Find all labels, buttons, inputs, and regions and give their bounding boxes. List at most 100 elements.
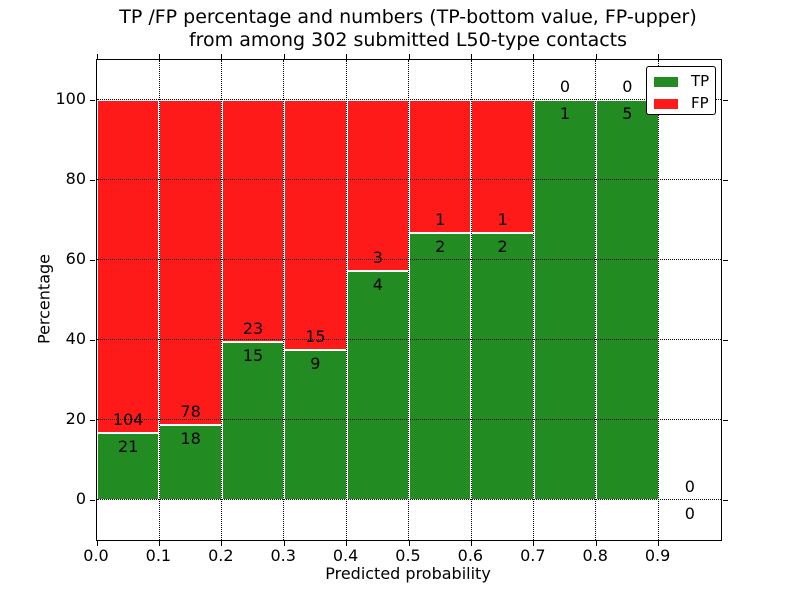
x-tick-label: 0.0 — [83, 546, 109, 565]
tp-bar — [596, 100, 659, 500]
legend-item-fp: FP — [647, 94, 715, 112]
tp-color-swatch — [654, 77, 678, 87]
tick-mark — [658, 541, 660, 546]
tp-count-label: 2 — [497, 237, 508, 257]
tp-bar — [97, 432, 160, 500]
tp-count-label: 2 — [435, 237, 446, 257]
tick-mark — [346, 541, 348, 546]
chart-title: TP /FP percentage and numbers (TP-bottom… — [96, 6, 720, 52]
fp-bar — [409, 100, 472, 234]
y-tick-label: 100 — [55, 89, 86, 108]
plot-area: 104 21 78 18 23 15 15 9 3 4 1 2 1 2 0 1 0 5 0 0 — [90, 53, 728, 546]
fp-count-label: 3 — [372, 248, 383, 268]
fp-count-label: 1 — [435, 210, 446, 230]
tp-count-label: 4 — [372, 275, 383, 295]
tick-mark — [533, 541, 535, 546]
fp-bar — [284, 100, 347, 350]
x-tick-label: 0.9 — [644, 546, 671, 565]
fp-bar — [346, 100, 409, 272]
gridline-vertical — [408, 60, 410, 540]
tp-count-label: 15 — [242, 346, 264, 366]
tick-mark — [595, 53, 597, 59]
fp-count-label: 0 — [684, 477, 695, 496]
chart-title-line1: TP /FP percentage and numbers (TP-bottom… — [119, 6, 697, 28]
x-tick-label: 0.8 — [582, 546, 608, 565]
tp-count-label: 18 — [180, 429, 201, 448]
fp-bar — [97, 100, 160, 433]
fp-bar — [159, 100, 222, 425]
tick-mark — [221, 53, 223, 59]
tp-bar — [159, 425, 222, 500]
gridline-vertical — [221, 60, 223, 540]
tick-mark — [722, 499, 728, 501]
tp-bar — [409, 233, 472, 500]
fp-count-label: 1 — [497, 210, 508, 230]
x-tick-label: 0.5 — [395, 546, 421, 565]
gridline-vertical — [470, 60, 472, 540]
y-tick-label: 80 — [65, 169, 86, 188]
tp-count-label: 1 — [559, 104, 571, 123]
x-tick-label: 0.7 — [520, 546, 546, 565]
fp-count-label: 0 — [622, 77, 633, 96]
y-tick-label: 20 — [65, 409, 86, 428]
tick-mark — [90, 259, 95, 261]
tick-mark — [346, 53, 348, 59]
legend-label-fp: FP — [691, 94, 709, 112]
tick-mark — [470, 541, 473, 546]
tp-count-label: 0 — [684, 504, 695, 523]
legend-item-tp: TP — [647, 72, 715, 90]
fp-bar — [471, 100, 534, 234]
legend: TP FP — [646, 66, 716, 115]
fp-count-label: 78 — [180, 402, 201, 421]
x-tick-label: 0.6 — [457, 546, 484, 565]
tick-mark — [283, 541, 285, 546]
tick-mark — [221, 541, 223, 546]
y-tick-label: 40 — [65, 329, 86, 348]
fp-count-label: 104 — [112, 409, 144, 429]
tick-mark — [96, 53, 98, 59]
fp-bar — [221, 100, 285, 343]
tick-mark — [408, 53, 410, 59]
tick-mark — [595, 541, 597, 546]
fp-count-label: 0 — [559, 77, 571, 96]
tick-mark — [283, 53, 285, 59]
fp-count-label: 23 — [242, 319, 264, 339]
tp-bar — [346, 271, 409, 500]
y-tick-label: 0 — [75, 489, 86, 508]
tick-mark — [90, 339, 95, 341]
legend-label-tp: TP — [691, 72, 710, 90]
tp-count-label: 9 — [310, 354, 321, 373]
fp-color-swatch — [654, 99, 678, 109]
gridline-vertical — [595, 60, 597, 540]
tick-mark — [658, 53, 660, 59]
tick-mark — [90, 419, 95, 421]
tp-bar — [533, 100, 597, 500]
tick-mark — [90, 179, 95, 181]
gridline-vertical — [657, 60, 659, 540]
tick-mark — [90, 499, 95, 501]
tick-mark — [722, 179, 728, 181]
x-tick-label: 0.3 — [270, 546, 296, 565]
tick-mark — [408, 541, 410, 546]
tick-mark — [158, 53, 161, 59]
y-tick-label: 60 — [65, 249, 86, 268]
tick-mark — [722, 99, 728, 101]
gridline-vertical — [158, 60, 160, 540]
x-tick-label: 0.1 — [145, 546, 172, 565]
gridline-vertical — [533, 60, 535, 540]
tick-mark — [470, 53, 473, 59]
tick-mark — [722, 419, 728, 421]
tp-bar — [471, 233, 534, 500]
fp-count-label: 15 — [305, 327, 326, 346]
tick-mark — [158, 541, 161, 546]
tick-mark — [722, 339, 728, 341]
tick-mark — [96, 541, 98, 546]
x-tick-label: 0.2 — [208, 546, 234, 565]
tp-count-label: 5 — [622, 104, 633, 123]
gridline-vertical — [345, 60, 347, 540]
chart-title-line2: from among 302 submitted L50-type contac… — [188, 29, 628, 51]
tick-mark — [722, 259, 728, 261]
tp-count-label: 21 — [118, 436, 139, 456]
tick-mark — [533, 53, 535, 59]
